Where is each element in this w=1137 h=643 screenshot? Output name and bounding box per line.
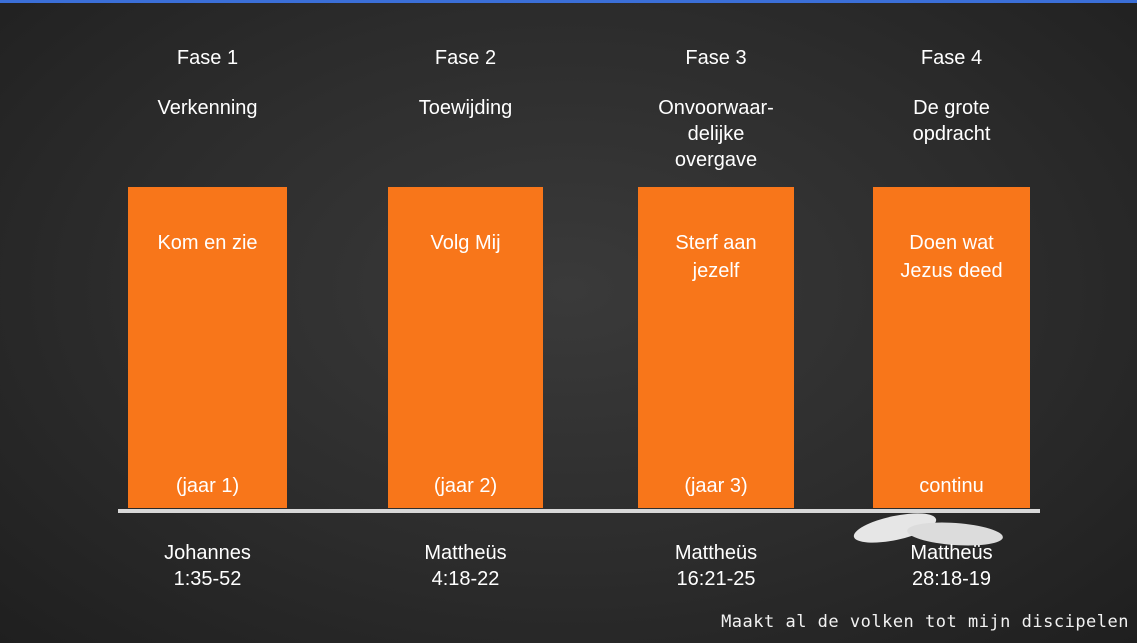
box-footer: continu <box>852 473 1052 499</box>
box-footer: (jaar 1) <box>108 473 308 499</box>
box-footer: (jaar 2) <box>366 473 566 499</box>
phase-title: Fase 3 <box>616 45 816 71</box>
footer-text: Maakt al de volken tot mijn discipelen <box>721 612 1129 632</box>
phase-subtitle: De grote <box>852 95 1052 121</box>
phase-subtitle: delijke <box>616 121 816 147</box>
slide: Maakt al de volken tot mijn discipelen F… <box>0 0 1137 643</box>
phase-subtitle: Onvoorwaar- <box>616 95 816 121</box>
box-text: Doen wat <box>852 230 1052 256</box>
box-text: Volg Mij <box>366 230 566 256</box>
phase-subtitle: Verkenning <box>108 95 308 121</box>
reference: 16:21-25 <box>616 566 816 592</box>
box-text: Jezus deed <box>852 258 1052 284</box>
phase-subtitle: overgave <box>616 147 816 173</box>
reference: Mattheüs <box>366 540 566 566</box>
phase-subtitle: opdracht <box>852 121 1052 147</box>
phase-title: Fase 4 <box>852 45 1052 71</box>
reference: 4:18-22 <box>366 566 566 592</box>
box-text: Sterf aan <box>616 230 816 256</box>
phase-title: Fase 1 <box>108 45 308 71</box>
reference: Johannes <box>108 540 308 566</box>
reference: 28:18-19 <box>852 566 1052 592</box>
box-footer: (jaar 3) <box>616 473 816 499</box>
phase-title: Fase 2 <box>366 45 566 71</box>
phase-subtitle: Toewijding <box>366 95 566 121</box>
box-text: jezelf <box>616 258 816 284</box>
reference: Mattheüs <box>616 540 816 566</box>
reference: Mattheüs <box>852 540 1052 566</box>
reference: 1:35-52 <box>108 566 308 592</box>
box-text: Kom en zie <box>108 230 308 256</box>
